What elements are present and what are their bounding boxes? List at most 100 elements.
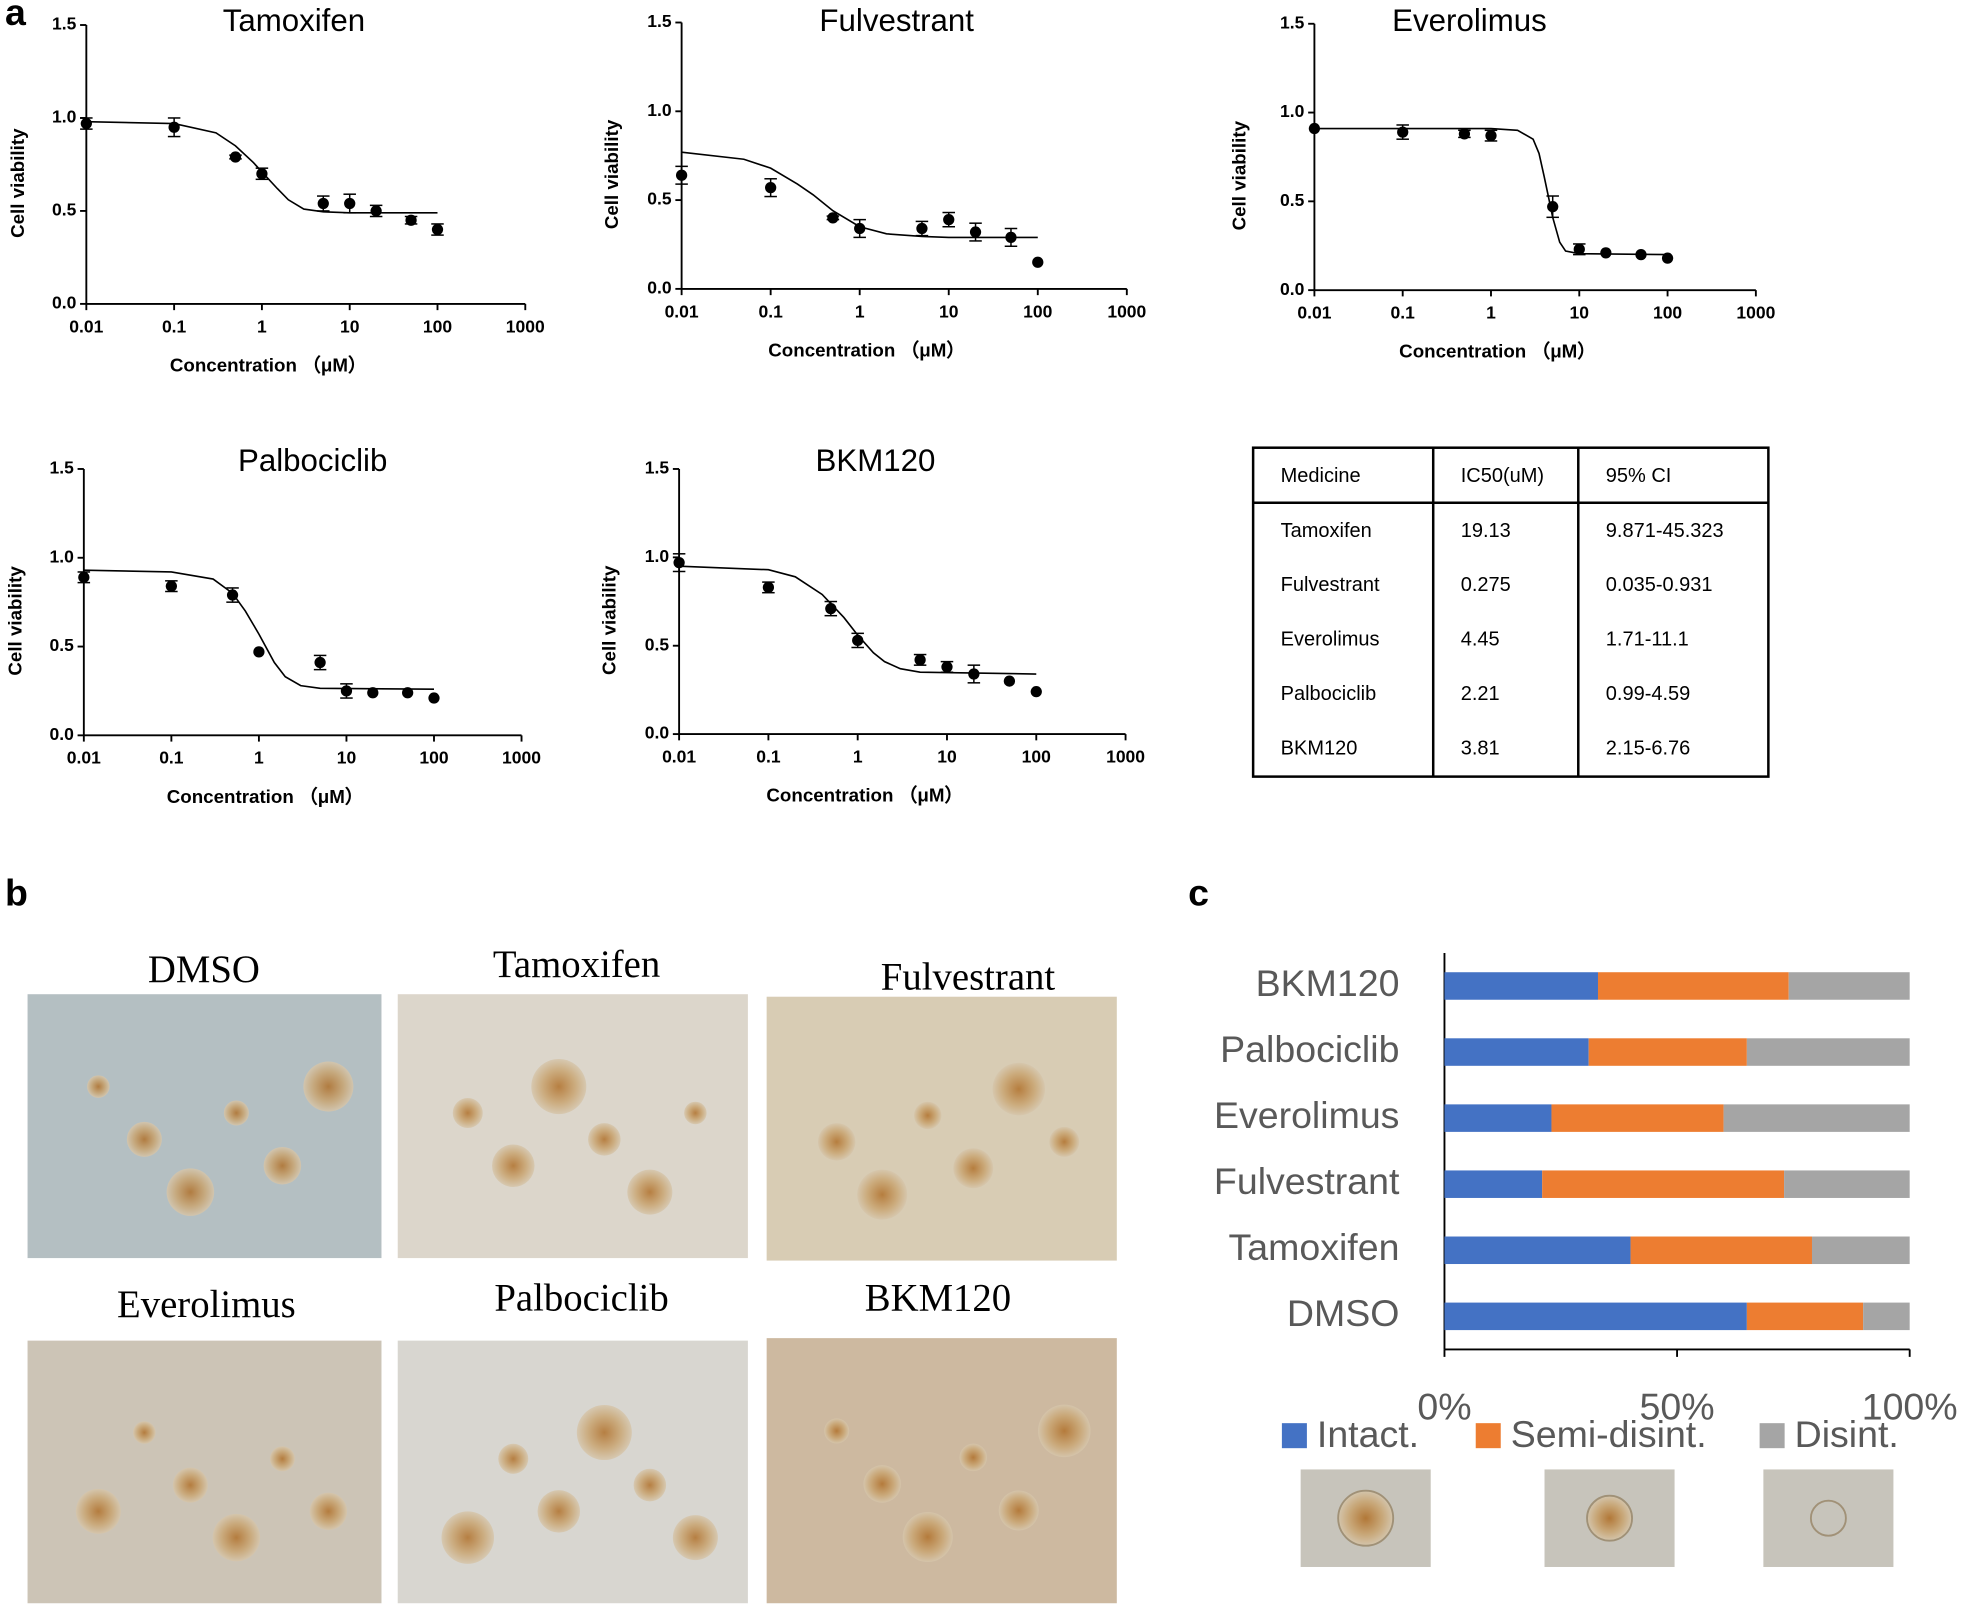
organoid — [269, 1446, 295, 1472]
data-point — [431, 223, 444, 236]
legend-label: Disint. — [1795, 1413, 1899, 1455]
data-point — [340, 685, 353, 697]
organoid — [824, 1418, 850, 1444]
y-tick-label: BKM120 — [1256, 962, 1400, 1004]
table-cell: 2.15-6.76 — [1606, 737, 1691, 759]
bar-segment — [1811, 1236, 1910, 1265]
legend-swatch — [1475, 1423, 1501, 1449]
data-point — [827, 212, 839, 224]
data-point — [367, 687, 379, 699]
table-cell: BKM120 — [1281, 737, 1358, 759]
fit-curve — [679, 565, 1037, 675]
organoid — [998, 1490, 1039, 1531]
data-point — [941, 661, 953, 673]
data-point — [428, 692, 440, 704]
table-header: IC50(uM) — [1461, 465, 1544, 487]
legend-photo — [1763, 1469, 1894, 1567]
bar-segment — [1444, 1302, 1747, 1331]
photo — [766, 1338, 1117, 1604]
x-tick-label: 1 — [853, 746, 863, 766]
y-axis-label: Cell viability — [1229, 120, 1250, 230]
bar-segment — [1788, 972, 1910, 1000]
organoid — [212, 1513, 261, 1562]
table-cell: 0.035-0.931 — [1606, 574, 1713, 596]
x-tick-label: 1000 — [1106, 746, 1145, 766]
x-tick-label: 100 — [1023, 301, 1052, 321]
organoid — [452, 1097, 483, 1128]
organoid — [537, 1490, 581, 1533]
x-tick-label: 1 — [257, 316, 267, 336]
data-point — [226, 589, 239, 601]
organoid — [992, 1062, 1046, 1116]
y-tick-label: 1.5 — [645, 458, 670, 478]
organoid — [627, 1169, 673, 1215]
data-point — [168, 121, 180, 133]
x-tick-label: 0.1 — [162, 316, 187, 336]
x-tick-label: 50% — [1640, 1385, 1715, 1427]
organoid — [576, 1405, 632, 1461]
data-point — [80, 117, 92, 130]
data-point — [1003, 675, 1016, 687]
x-tick-label: 0.01 — [69, 316, 103, 336]
organoid — [172, 1467, 208, 1503]
organoid — [87, 1075, 110, 1098]
bar-segment — [1542, 1170, 1785, 1198]
chart-title: BKM120 — [816, 443, 936, 478]
photo-label: Fulvestrant — [881, 955, 1056, 998]
x-tick-label: 1000 — [506, 316, 545, 336]
table-cell: 1.71-11.1 — [1606, 629, 1689, 651]
x-tick-label: 1000 — [1107, 301, 1146, 321]
organoid — [1038, 1404, 1091, 1458]
bar-segment — [1746, 1038, 1910, 1066]
legend-label: Semi-disint. — [1511, 1413, 1707, 1455]
y-tick-label: 0.0 — [647, 278, 672, 298]
x-tick-label: 1 — [1486, 303, 1496, 323]
fit-curve — [86, 120, 438, 214]
table-header: 95% CI — [1606, 465, 1672, 487]
y-tick-label: 1.5 — [647, 11, 672, 31]
data-point — [1635, 248, 1647, 261]
y-axis-label: Cell viability — [7, 128, 28, 238]
organoid — [441, 1511, 495, 1564]
organoid — [588, 1123, 621, 1156]
chart-title: Palbociclib — [238, 443, 387, 478]
data-point — [762, 581, 775, 594]
y-tick-label: 1.0 — [645, 546, 670, 566]
y-axis-label: Cell viability — [601, 119, 622, 229]
data-point — [852, 634, 864, 647]
data-point — [673, 557, 685, 569]
chart-title: Tamoxifen — [223, 3, 365, 38]
x-tick-label: 1 — [855, 301, 865, 321]
photo — [397, 1340, 748, 1604]
x-tick-label: 10 — [939, 301, 959, 321]
y-tick-label: 0.5 — [1280, 190, 1305, 210]
y-tick-label: 1.5 — [1280, 12, 1305, 32]
organoid — [1337, 1489, 1395, 1547]
x-tick-label: 10 — [337, 748, 357, 768]
organoid — [492, 1144, 535, 1187]
data-point — [1032, 256, 1044, 268]
x-tick-label: 100% — [1862, 1385, 1958, 1427]
data-point — [1030, 686, 1042, 698]
data-point — [854, 222, 866, 235]
y-tick-label: 0.0 — [645, 723, 670, 743]
bar-segment — [1444, 1170, 1543, 1198]
fit-curve — [1314, 127, 1668, 256]
chart-title: Fulvestrant — [819, 3, 974, 38]
data-point — [825, 602, 837, 615]
y-tick-label: 1.0 — [647, 100, 672, 120]
organoid — [633, 1468, 667, 1502]
x-tick-label: 100 — [1653, 303, 1682, 323]
y-tick-label: 1.5 — [52, 14, 77, 34]
photo — [27, 1340, 382, 1604]
y-tick-label: 1.5 — [49, 458, 74, 478]
y-tick-label: Fulvestrant — [1214, 1160, 1400, 1202]
data-point — [1547, 201, 1559, 213]
x-tick-label: 0.01 — [662, 746, 696, 766]
organoid — [953, 1148, 994, 1189]
organoid — [263, 1146, 302, 1185]
data-point — [1458, 128, 1471, 140]
y-tick-label: 1.0 — [1280, 101, 1305, 121]
photo-label: Tamoxifen — [493, 943, 660, 986]
table-cell: 19.13 — [1461, 520, 1511, 542]
